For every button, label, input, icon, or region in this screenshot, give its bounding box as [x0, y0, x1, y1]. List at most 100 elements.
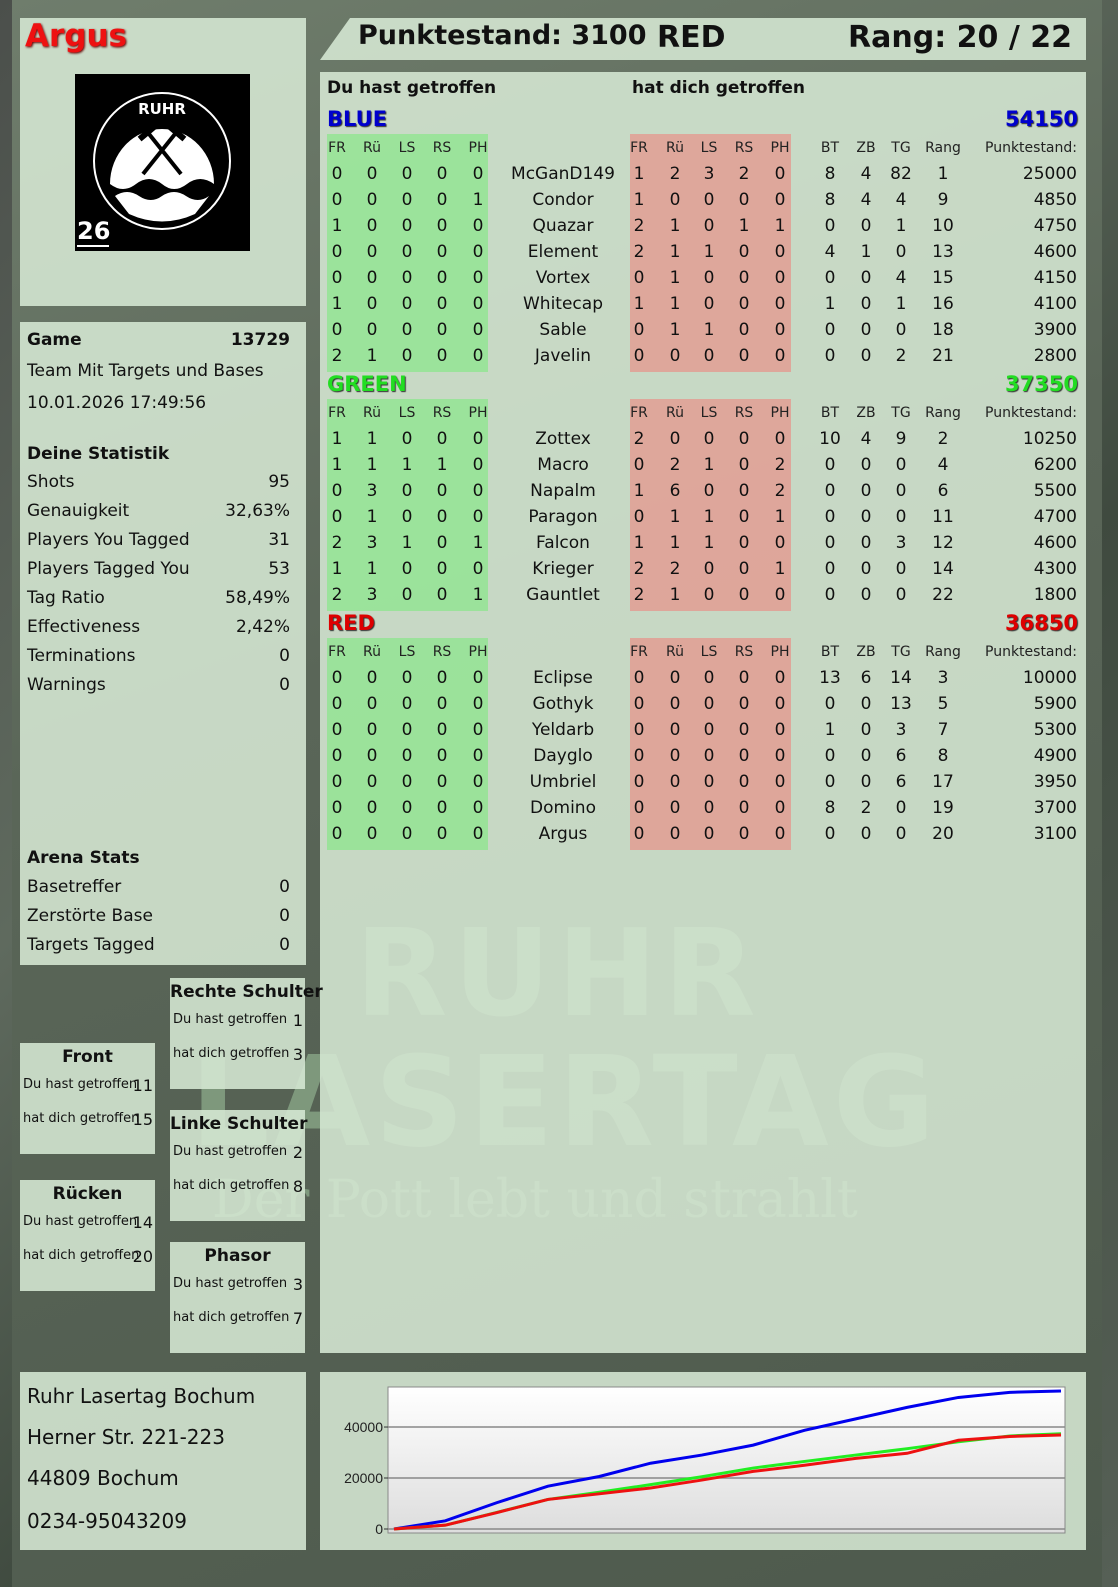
you-hit-value: 0 — [401, 320, 413, 340]
you-hit-value: 0 — [401, 481, 413, 501]
you-hit-band — [327, 638, 488, 850]
column-header: FR — [328, 644, 346, 660]
zone-hit-you-label: hat dich getroffen — [23, 1111, 140, 1126]
stat-value: 0 — [860, 533, 872, 553]
zone-you-hit-value: 3 — [292, 1275, 303, 1294]
you-hit-value: 0 — [436, 507, 448, 527]
stat-value: 4 — [860, 190, 872, 210]
hit-you-value: 0 — [633, 694, 645, 714]
you-hit-value: 0 — [366, 216, 378, 236]
you-hit-value: 1 — [401, 455, 413, 475]
hit-you-value: 1 — [669, 320, 681, 340]
hit-you-value: 2 — [633, 585, 645, 605]
hit-you-value: 0 — [703, 694, 715, 714]
scoreboard-panel: Du hast getroffen hat dich getroffen BLU… — [320, 72, 1086, 1353]
stat-value: 1 — [824, 294, 836, 314]
you-hit-heading: Du hast getroffen — [327, 78, 497, 98]
stat-label: Players Tagged You — [27, 559, 190, 579]
stat-value: 17 — [932, 772, 954, 792]
stat-value: 32,63% — [225, 501, 290, 521]
player-score: 3900 — [1033, 320, 1077, 340]
you-hit-value: 0 — [401, 772, 413, 792]
you-hit-value: 0 — [472, 824, 484, 844]
you-hit-band — [327, 134, 488, 372]
stat-value: 1 — [860, 242, 872, 262]
stat-value: 0 — [860, 320, 872, 340]
stat-label: Effectiveness — [27, 617, 141, 637]
column-header: TG — [891, 644, 911, 660]
you-hit-value: 0 — [472, 294, 484, 314]
address-name: Ruhr Lasertag Bochum — [27, 1384, 256, 1408]
stat-value: 53 — [268, 559, 290, 579]
player-score: 5300 — [1033, 720, 1077, 740]
column-header-score: Punktestand: — [985, 405, 1077, 421]
you-hit-value: 1 — [366, 559, 378, 579]
hit-you-value: 0 — [669, 668, 681, 688]
you-hit-value: 1 — [366, 507, 378, 527]
you-hit-value: 0 — [331, 164, 343, 184]
stat-value: 13 — [890, 694, 912, 714]
hit-you-value: 0 — [774, 242, 786, 262]
stat-label: Shots — [27, 472, 75, 492]
stat-value: 0 — [895, 824, 907, 844]
you-hit-value: 0 — [401, 242, 413, 262]
column-header: FR — [630, 140, 648, 156]
game-mode: Team Mit Targets und Bases — [27, 361, 264, 381]
you-hit-value: 0 — [401, 668, 413, 688]
you-hit-value: 0 — [436, 216, 448, 236]
stat-value: 0 — [895, 585, 907, 605]
you-hit-value: 0 — [436, 533, 448, 553]
you-hit-value: 0 — [472, 720, 484, 740]
team-total: 54150 — [1004, 107, 1078, 131]
stat-value: 18 — [932, 320, 954, 340]
you-hit-value: 0 — [401, 164, 413, 184]
player-score: 6200 — [1033, 455, 1077, 475]
player-score: 1800 — [1033, 585, 1077, 605]
stat-value: 1 — [937, 164, 949, 184]
hit-you-value: 0 — [738, 585, 750, 605]
player-name: Javelin — [534, 346, 592, 366]
column-header: RS — [432, 405, 452, 421]
hit-you-value: 1 — [703, 242, 715, 262]
hit-you-value: 0 — [703, 429, 715, 449]
hit-you-value: 0 — [633, 720, 645, 740]
zone-hit-you-value: 7 — [292, 1309, 303, 1328]
stat-value: 21 — [932, 346, 954, 366]
hit-you-value: 0 — [774, 268, 786, 288]
column-header: Rü — [666, 140, 684, 156]
column-header: LS — [700, 140, 718, 156]
you-hit-value: 0 — [472, 559, 484, 579]
hit-you-value: 0 — [774, 429, 786, 449]
hit-you-value: 1 — [633, 190, 645, 210]
player-name: Zottex — [535, 429, 591, 449]
you-hit-value: 0 — [366, 746, 378, 766]
stat-value: 0 — [824, 481, 836, 501]
hit-you-value: 2 — [669, 559, 681, 579]
hit-you-value: 0 — [633, 455, 645, 475]
you-hit-value: 0 — [366, 320, 378, 340]
zone-hit-you-label: hat dich getroffen — [173, 1178, 290, 1193]
you-hit-value: 0 — [472, 772, 484, 792]
stat-value: 22 — [932, 585, 954, 605]
series-line-2 — [393, 1433, 1062, 1531]
stat-value: 0 — [860, 694, 872, 714]
stat-value: 4 — [860, 164, 872, 184]
you-hit-value: 0 — [366, 720, 378, 740]
you-hit-value: 1 — [401, 533, 413, 553]
stat-value: 4 — [895, 190, 907, 210]
column-header: PH — [468, 644, 488, 660]
you-hit-value: 0 — [366, 164, 378, 184]
you-hit-value: 1 — [331, 455, 343, 475]
you-hit-value: 0 — [401, 346, 413, 366]
hit-you-value: 0 — [774, 798, 786, 818]
stat-value: 4 — [860, 429, 872, 449]
plot-area — [387, 1386, 1066, 1534]
stat-value: 10 — [819, 429, 841, 449]
hit-you-value: 0 — [669, 746, 681, 766]
stat-value: 0 — [860, 720, 872, 740]
stat-value: 9 — [895, 429, 907, 449]
column-header: TG — [891, 405, 911, 421]
you-hit-value: 0 — [401, 694, 413, 714]
column-header: ZB — [856, 644, 876, 660]
stat-value: 82 — [890, 164, 912, 184]
